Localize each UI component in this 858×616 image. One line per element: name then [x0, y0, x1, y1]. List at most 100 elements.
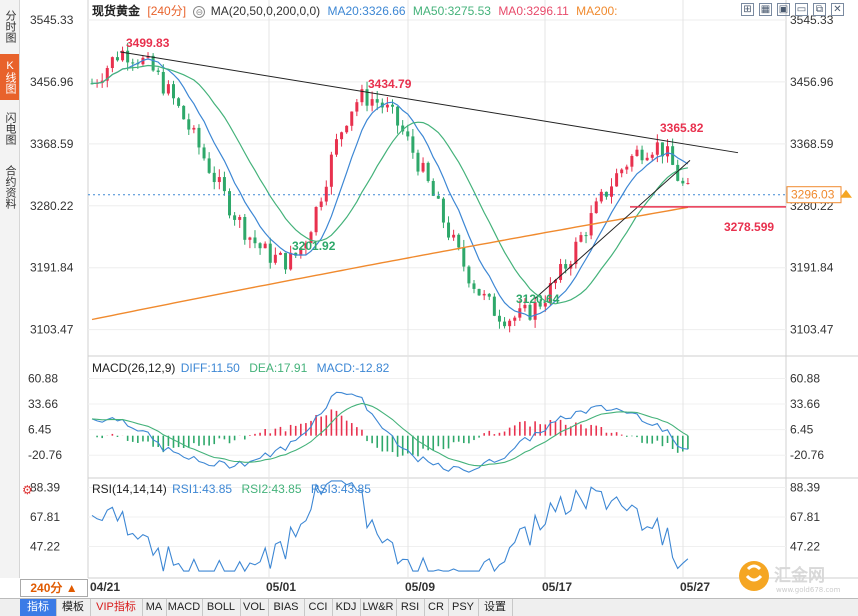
macd-diff: DIFF:11.50 [180, 361, 240, 375]
candle-body [212, 172, 216, 183]
price-chart[interactable]: 3545.33 3545.33 3456.96 3456.96 3368.59 3368.… [0, 0, 858, 598]
candle-body [340, 132, 344, 140]
candle-body [345, 125, 349, 133]
candle-body [182, 105, 186, 120]
candle-body [508, 320, 512, 327]
candle-body [365, 89, 369, 106]
candle-body [278, 252, 282, 255]
indicator-tab-14[interactable]: 设置 [478, 599, 513, 616]
period-select-button[interactable]: 240分 ▲ [20, 579, 88, 597]
macd-title: MACD(26,12,9) [92, 361, 176, 375]
candle-body [482, 293, 486, 296]
close-icon[interactable]: ✕ [831, 3, 844, 16]
rsi-tick-left: 88.39 [30, 480, 60, 494]
candle-body [559, 264, 563, 280]
indicator-tab-bar: 指标 模板 VIP指标 MA MACD BOLL VOL BIAS CCI KDJ LW&R RSI C… [0, 598, 858, 616]
indicator-settings-icon[interactable]: ⚙ [22, 483, 33, 497]
candle-body [406, 131, 410, 137]
ma50-line [91, 64, 689, 305]
candle-body [411, 136, 415, 153]
candle-body [115, 57, 119, 61]
ma20-value: MA20:3326.66 [327, 4, 406, 18]
candle-body [523, 304, 527, 309]
candle-body [177, 98, 181, 106]
extreme-label: 3434.79 [368, 77, 412, 91]
rsi-header: RSI(14,14,14) RSI1:43.85 RSI2:43.85 RSI3… [92, 482, 371, 496]
candle-body [233, 215, 237, 220]
candle-body [615, 173, 619, 187]
candle-body [228, 191, 232, 216]
tab-kline[interactable]: K线图 [0, 54, 19, 100]
candle-body [161, 71, 165, 94]
candle-body [426, 162, 430, 181]
candle-body [258, 243, 262, 249]
settings-icon[interactable]: ▣ [777, 3, 790, 16]
indicator-tab-6[interactable]: VOL [240, 599, 269, 616]
ma200-value: MA200: [576, 4, 618, 18]
candle-body [391, 104, 394, 107]
candle-body [222, 177, 226, 192]
candle-body [452, 234, 456, 238]
indicator-tab-4[interactable]: MACD [166, 599, 203, 616]
indicator-tab-1[interactable]: 模板 [56, 599, 91, 616]
extreme-label: 3499.83 [126, 36, 170, 50]
candle-body [370, 99, 374, 106]
date-tick: 05/27 [680, 580, 710, 594]
candle-body [625, 166, 629, 170]
candle-body [497, 315, 501, 322]
indicator-tab-12[interactable]: CR [424, 599, 449, 616]
restore-icon[interactable]: ⧉ [813, 3, 826, 16]
candle-body [620, 169, 624, 174]
rsi3-value: RSI3:43.85 [310, 482, 371, 496]
indicator-tab-11[interactable]: RSI [396, 599, 425, 616]
indicator-tab-5[interactable]: BOLL [202, 599, 241, 616]
candle-body [396, 106, 400, 126]
ma-params: MA(20,50,0,200,0,0) [210, 4, 321, 18]
candle-body [574, 241, 578, 265]
candle-body [217, 177, 221, 183]
indicator-tab-0[interactable]: 指标 [20, 599, 57, 616]
candle-body [299, 248, 303, 256]
candle-body [324, 186, 328, 202]
candle-body [334, 139, 338, 155]
price-tick-left: 3545.33 [30, 13, 74, 27]
date-tick: 05/09 [405, 580, 435, 594]
candle-body [375, 99, 379, 103]
candle-body [528, 304, 532, 320]
indicator-tab-9[interactable]: KDJ [332, 599, 361, 616]
macd-tick-left: 6.45 [28, 423, 52, 437]
tab-contract-info[interactable]: 合约资料 [4, 165, 16, 209]
indicator-tab-7[interactable]: BIAS [268, 599, 305, 616]
candle-body [197, 127, 201, 148]
grid-icon[interactable]: ▦ [759, 3, 772, 16]
expand-icon[interactable]: ⊞ [741, 3, 754, 16]
candle-body [543, 303, 547, 307]
period-label: [240分] [147, 4, 187, 18]
macd-tick-right: 6.45 [790, 423, 814, 437]
candle-body [676, 164, 680, 181]
indicator-tab-3[interactable]: MA [142, 599, 167, 616]
extreme-label: 3120.64 [516, 292, 560, 306]
ma50-value: MA50:3275.53 [412, 4, 491, 18]
indicator-tab-2[interactable]: VIP指标 [90, 599, 143, 616]
indicator-tab-13[interactable]: PSY [448, 599, 479, 616]
extreme-label: 3365.82 [660, 121, 704, 135]
candle-body [553, 279, 557, 284]
price-tick-left: 3103.47 [30, 323, 74, 337]
candle-body [436, 195, 440, 199]
ma0-value: MA0:3296.11 [498, 4, 569, 18]
candle-body [681, 180, 685, 184]
candle-body [151, 55, 155, 71]
macd-tick-left: -20.76 [28, 448, 62, 462]
indicator-tab-8[interactable]: CCI [304, 599, 333, 616]
extreme-label: 3201.92 [292, 239, 336, 253]
ma-settings-icon[interactable]: ⊖ [193, 6, 206, 18]
candle-body [538, 302, 542, 307]
candle-body [385, 104, 389, 108]
candle-body [503, 321, 507, 327]
minimize-icon[interactable]: ▭ [795, 3, 808, 16]
indicator-tab-10[interactable]: LW&R [360, 599, 397, 616]
date-tick: 04/21 [90, 580, 120, 594]
tab-lightning[interactable]: 闪电图 [4, 111, 16, 145]
tab-timeshare[interactable]: 分时图 [4, 9, 16, 43]
